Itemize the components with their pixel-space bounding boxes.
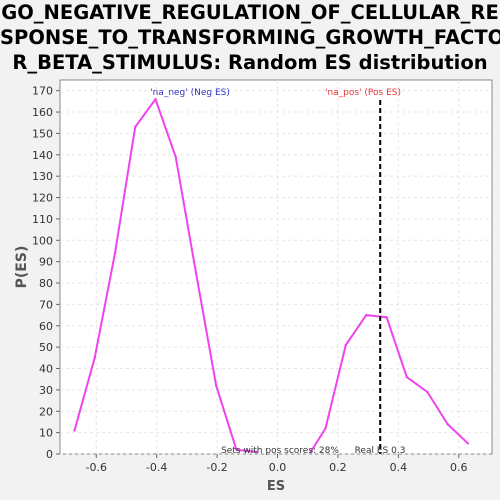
chart-title-line-3: R_BETA_STIMULUS: Random ES distribution xyxy=(12,51,488,74)
x-tick-label: 0.0 xyxy=(269,461,287,474)
data-point xyxy=(385,316,388,319)
pos-fraction-annotation: Sets with pos scores: 28% xyxy=(221,446,339,456)
real-es-annotation: Real ES 0.3 xyxy=(355,446,406,456)
y-tick-label: 70 xyxy=(39,298,53,311)
y-tick-label: 20 xyxy=(39,405,53,418)
annotations: 'na_neg' (Neg ES) 'na_pos' (Pos ES) Sets w… xyxy=(150,88,405,456)
y-tick-label: 80 xyxy=(39,277,53,290)
y-tick-label: 110 xyxy=(32,213,53,226)
axes: 0 10 20 30 40 50 60 70 80 90 100 110 120 130 140 150 160… xyxy=(32,85,468,474)
chart-title-line-2: SPONSE_TO_TRANSFORMING_GROWTH_FACTO xyxy=(0,26,500,49)
y-axis-label: P(ES) xyxy=(14,246,30,289)
data-point xyxy=(344,343,347,347)
x-tick-label: -0.4 xyxy=(146,461,167,474)
y-tick-label: 10 xyxy=(39,427,53,440)
y-tick-label: 100 xyxy=(32,234,53,247)
x-axis-label: ES xyxy=(267,479,285,494)
y-tick-label: 30 xyxy=(39,384,53,397)
data-point xyxy=(466,442,470,445)
legend-neg-label: 'na_neg' (Neg ES) xyxy=(150,88,230,98)
data-point xyxy=(214,384,218,387)
y-tick-label: 50 xyxy=(39,341,53,354)
series-group xyxy=(73,98,470,454)
chart-title: GO_NEGATIVE_REGULATION_OF_CELLULAR_RE SP… xyxy=(0,0,500,75)
y-tick-label: 150 xyxy=(32,127,53,140)
data-point xyxy=(255,450,258,454)
data-point xyxy=(309,450,312,454)
y-tick-label: 120 xyxy=(32,192,53,205)
y-tick-label: 60 xyxy=(39,320,53,333)
y-tick-label: 0 xyxy=(46,448,53,461)
data-point xyxy=(194,271,198,274)
data-point xyxy=(446,422,449,426)
data-point xyxy=(113,251,117,255)
x-tick-label: 0.4 xyxy=(390,461,408,474)
data-point xyxy=(426,390,429,394)
data-point xyxy=(73,429,76,432)
data-point xyxy=(154,98,157,101)
grid-lines xyxy=(60,80,492,455)
data-point xyxy=(235,448,238,451)
y-tick-label: 40 xyxy=(39,363,53,376)
x-tick-label: 0.6 xyxy=(450,461,468,474)
y-tick-label: 130 xyxy=(32,170,53,183)
series-line-neg xyxy=(73,98,257,453)
y-tick-label: 140 xyxy=(32,149,53,162)
data-point xyxy=(324,427,327,430)
data-point xyxy=(93,356,96,360)
y-tick-label: 170 xyxy=(32,85,53,98)
x-tick-label: -0.2 xyxy=(206,461,227,474)
x-tick-label: 0.2 xyxy=(329,461,347,474)
y-tick-label: 160 xyxy=(32,106,53,119)
chart-title-line-1: GO_NEGATIVE_REGULATION_OF_CELLULAR_RE xyxy=(1,1,499,24)
data-point xyxy=(405,375,409,379)
data-point xyxy=(365,313,368,317)
legend-pos-label: 'na_pos' (Pos ES) xyxy=(325,88,401,98)
plot-area xyxy=(59,79,493,455)
y-tick-label: 90 xyxy=(39,256,53,269)
x-tick-label: -0.6 xyxy=(86,461,107,474)
data-point xyxy=(134,125,137,129)
data-point xyxy=(174,155,177,159)
